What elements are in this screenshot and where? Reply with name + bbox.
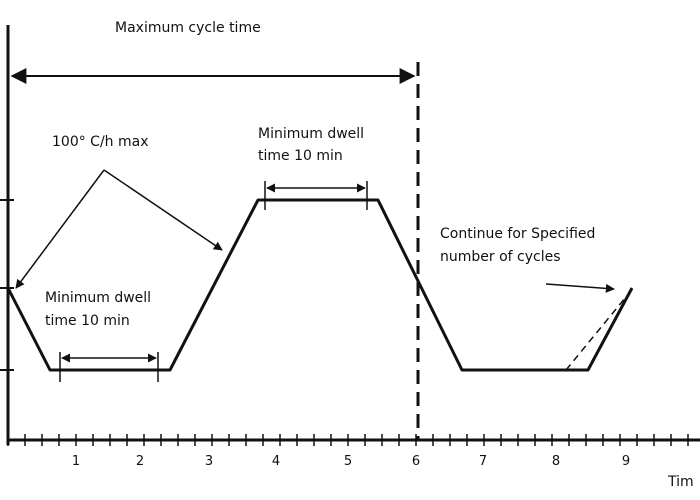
max-cycle-time-label: Maximum cycle time [115,20,261,36]
continue-arrow [545,283,615,293]
alternate-ramp-dashed-line [565,291,631,371]
bottom-dwell-label-line2: time 10 min [45,313,130,329]
x-tick-2: 2 [136,454,144,469]
x-tick-5: 5 [344,454,352,469]
top-dwell-arrow [264,181,368,210]
bottom-dwell-label-line1: Minimum dwell [45,290,151,306]
x-tick-labels: 1 2 3 4 5 6 7 8 9 [72,454,630,469]
x-tick-7: 7 [479,454,487,469]
x-tick-3: 3 [205,454,213,469]
x-tick-4: 4 [272,454,280,469]
ramp-rate-pointer-left [15,169,105,289]
ramp-rate-pointer-right [103,169,223,251]
top-dwell-label-line1: Minimum dwell [258,126,364,142]
temperature-profile-line [6,198,634,372]
x-tick-9: 9 [622,454,630,469]
bottom-dwell-arrow [59,352,159,382]
x-tick-8: 8 [552,454,560,469]
ramp-rate-label: 100° C/h max [52,134,149,150]
y-axis-ticks [0,199,14,371]
top-dwell-label-line2: time 10 min [258,148,343,164]
continue-label-line2: number of cycles [440,249,561,265]
x-axis-minor-ticks [7,434,689,446]
x-axis-label: Tim [667,474,694,490]
x-tick-1: 1 [72,454,80,469]
continue-label-line1: Continue for Specified [440,226,595,242]
x-tick-6: 6 [412,454,420,469]
